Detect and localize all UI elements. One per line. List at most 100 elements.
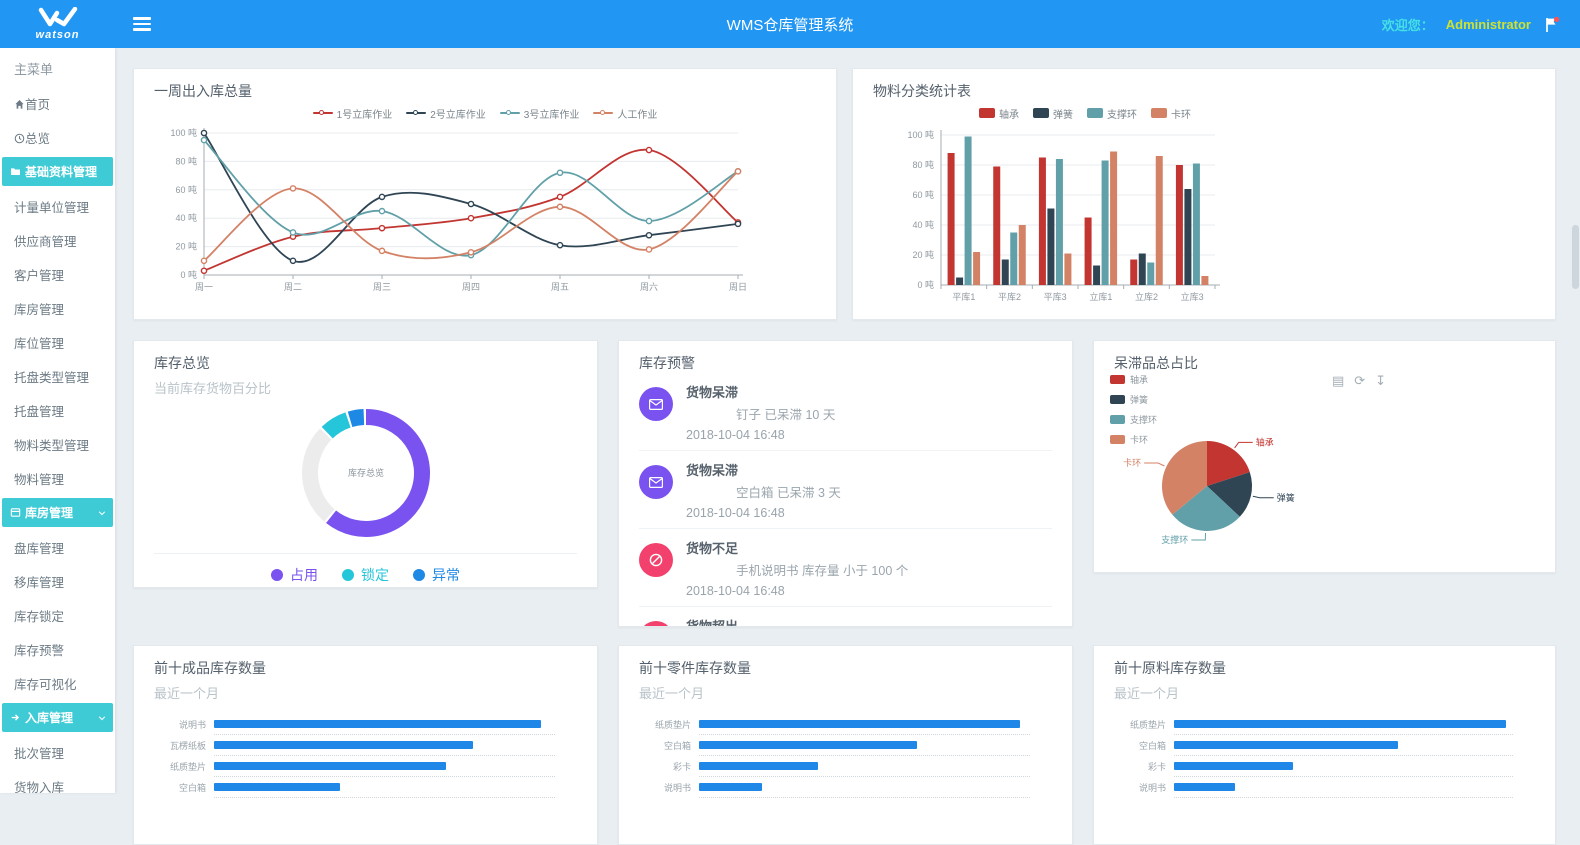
legend-item[interactable]: 轴承 [1110,373,1157,386]
card-title: 前十成品库存数量 [154,658,577,678]
card-stagnant-ratio: 呆滞品总占比 轴承弹簧支撑环卡环 ▤ ⟳ ↧ 轴承弹簧支撑环卡环 [1093,340,1556,573]
sidebar-item[interactable]: 库存预警 [0,632,115,666]
svg-text:平库2: 平库2 [998,291,1021,302]
sidebar-item[interactable]: 移库管理 [0,564,115,598]
legend-item[interactable]: 人工作业 [593,105,657,121]
svg-text:40 吨: 40 吨 [912,219,934,230]
chart-legend: 1号立库作业 2号立库作业 3号立库作业人工作业 [154,105,816,121]
sidebar-item-label: 库房管理 [14,303,64,317]
svg-text:支撑环: 支撑环 [1161,534,1188,545]
hbar-label: 纸质垫片 [154,760,214,773]
legend-item[interactable]: 3号立库作业 [500,105,580,121]
bar [699,762,818,770]
sidebar-item[interactable]: 供应商管理 [0,223,115,257]
sidebar-item[interactable]: 库存锁定 [0,598,115,632]
sidebar-item[interactable]: 库房管理 [0,291,115,325]
sidebar-item-label: 托盘管理 [14,405,64,419]
sidebar-item-label: 物料管理 [14,473,64,487]
alert-detail: 手机说明书 库存量 小于 100 个 [686,560,908,579]
hbar-label: 说明书 [639,781,699,794]
card-title: 物料分类统计表 [873,81,1535,101]
sidebar-item[interactable]: 库房管理 [2,498,113,527]
sidebar-item[interactable]: 首页 [0,86,115,120]
legend-item[interactable]: 2号立库作业 [406,105,486,121]
sidebar-item-label: 基础资料管理 [25,163,97,180]
chevron-down-icon [97,713,107,723]
hbar-label: 说明书 [1114,781,1174,794]
bar [1174,741,1398,749]
top-parts-bar-chart: 纸质垫片空白箱彩卡说明书 [639,714,1052,798]
sidebar-section-label: 主菜单 [0,48,115,86]
sidebar-item-label: 移库管理 [14,576,64,590]
hbar-row: 空白箱 [154,777,577,798]
hbar-row: 纸质垫片 [154,756,577,777]
sidebar-item[interactable]: 库存可视化 [0,666,115,700]
svg-text:立库2: 立库2 [1135,291,1158,302]
legend-item[interactable]: 锁定 [342,565,389,585]
svg-text:卡环: 卡环 [1123,457,1141,468]
inventory-donut-chart: 库存总览 [281,399,451,547]
legend-item[interactable]: 支撑环 [1087,105,1137,121]
sidebar-item[interactable]: 货物入库 [0,769,115,793]
sidebar-item[interactable]: 基础资料管理 [2,157,113,186]
download-icon[interactable]: ↧ [1375,373,1386,389]
svg-text:立库3: 立库3 [1181,291,1204,302]
sidebar-item-label: 总览 [25,132,50,146]
chart-legend: 占用 锁定 异常 [154,565,577,585]
sidebar-item[interactable]: 库位管理 [0,325,115,359]
sidebar-item[interactable]: 托盘管理 [0,393,115,427]
top-raw-bar-chart: 纸质垫片空白箱彩卡说明书 [1114,714,1535,798]
svg-text:20 吨: 20 吨 [912,249,934,260]
sidebar-item[interactable]: 入库管理 [2,703,113,732]
chevron-down-icon [97,508,107,518]
weekly-line-chart: 0 吨20 吨40 吨60 吨80 吨100 吨周一周二周三周四周五周六周日 [154,121,774,299]
data-view-icon[interactable]: ▤ [1332,373,1344,389]
legend-item[interactable]: 异常 [413,565,460,585]
overview-icon [14,133,25,144]
svg-text:平库1: 平库1 [952,291,975,302]
sidebar-item[interactable]: 物料类型管理 [0,427,115,461]
sidebar-item[interactable]: 托盘类型管理 [0,359,115,393]
card-subtitle: 最近一个月 [154,683,577,702]
hbar-row: 彩卡 [639,756,1052,777]
hbar-row: 彩卡 [1114,756,1535,777]
sidebar-item[interactable]: 客户管理 [0,257,115,291]
hbar-row: 空白箱 [639,735,1052,756]
sidebar-item[interactable]: 盘库管理 [0,530,115,564]
card-subtitle: 当前库存货物百分比 [154,378,577,397]
legend-item[interactable]: 1号立库作业 [313,105,393,121]
username[interactable]: Administrator [1446,17,1531,32]
svg-text:0 吨: 0 吨 [180,269,197,280]
sidebar-item[interactable]: 计量单位管理 [0,189,115,223]
legend-item[interactable]: 弹簧 [1033,105,1073,121]
sidebar-item[interactable]: 物料管理 [0,461,115,495]
scrollbar-thumb[interactable] [1572,225,1579,289]
app-header: watson WMS仓库管理系统 欢迎您： Administrator [0,0,1580,48]
sidebar-item-label: 库存可视化 [14,678,77,692]
svg-text:60 吨: 60 吨 [175,184,197,195]
hamburger-menu-icon[interactable] [129,13,155,35]
legend-item[interactable]: 卡环 [1151,105,1191,121]
legend-item[interactable]: 轴承 [979,105,1019,121]
hbar-label: 彩卡 [639,760,699,773]
card-top-raw: 前十原料库存数量 最近一个月 纸质垫片空白箱彩卡说明书 [1093,645,1556,845]
sidebar-item-label: 入库管理 [25,709,73,726]
refresh-icon[interactable]: ⟳ [1354,373,1365,389]
alert-time: 2018-10-04 16:48 [686,506,841,520]
svg-text:20 吨: 20 吨 [175,241,197,252]
welcome-label: 欢迎您： [1382,15,1434,34]
bar [214,783,340,791]
legend-item[interactable]: 占用 [271,565,318,585]
flag-notification-icon[interactable] [1543,16,1560,33]
sidebar-item[interactable]: 批次管理 [0,735,115,769]
sidebar-item[interactable]: 总览 [0,120,115,154]
svg-text:100 吨: 100 吨 [170,127,197,138]
svg-text:周三: 周三 [373,282,391,292]
